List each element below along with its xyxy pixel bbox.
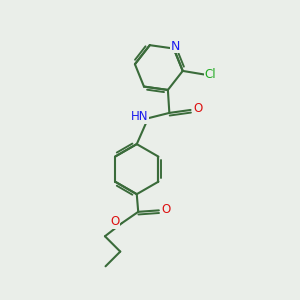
Text: O: O xyxy=(194,102,203,115)
Text: O: O xyxy=(110,215,120,228)
Text: Cl: Cl xyxy=(205,68,216,81)
Text: N: N xyxy=(171,40,180,53)
Text: O: O xyxy=(162,203,171,216)
Text: HN: HN xyxy=(131,110,149,123)
